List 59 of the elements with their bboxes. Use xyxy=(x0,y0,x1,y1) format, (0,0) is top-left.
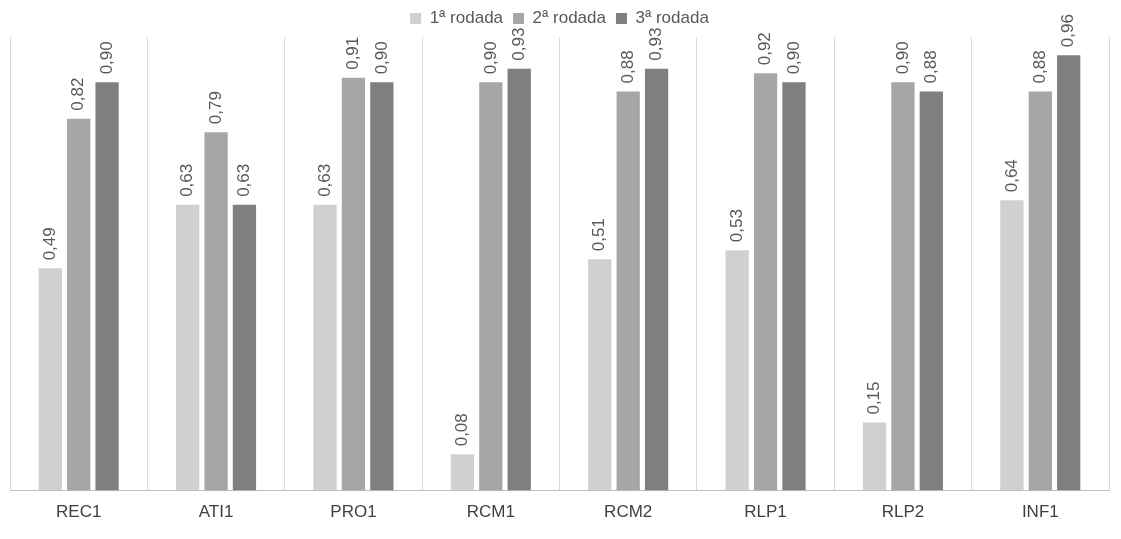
data-label: 0,90 xyxy=(892,41,912,75)
data-label: 0,64 xyxy=(1001,159,1021,193)
data-label: 0,91 xyxy=(343,36,363,70)
data-label: 0,82 xyxy=(68,77,88,111)
data-label: 0,53 xyxy=(726,209,746,243)
data-label: 0,08 xyxy=(452,413,472,447)
data-label: 0,88 xyxy=(617,50,637,84)
data-label: 0,90 xyxy=(480,41,500,75)
x-tick-label: RCM1 xyxy=(466,502,515,522)
legend-label: 3ª rodada xyxy=(635,8,710,28)
x-tick-label: RLP1 xyxy=(744,502,787,522)
data-label: 0,63 xyxy=(177,163,197,197)
x-tick-label: REC1 xyxy=(56,502,102,522)
bar xyxy=(450,454,475,491)
x-tick-label: RLP2 xyxy=(881,502,925,522)
bar xyxy=(176,204,200,491)
bar xyxy=(891,82,915,491)
bar xyxy=(1028,91,1052,491)
data-label: 0,79 xyxy=(205,91,225,125)
bar xyxy=(370,82,394,491)
legend-label: 2ª rodada xyxy=(532,8,607,28)
bar xyxy=(95,82,119,491)
bar xyxy=(725,250,749,491)
data-label: 0,93 xyxy=(646,27,666,61)
data-label: 0,51 xyxy=(589,218,609,252)
bar xyxy=(313,204,337,491)
bar xyxy=(67,118,91,491)
x-tick-label: ATI1 xyxy=(198,502,234,522)
bar xyxy=(1057,55,1081,491)
legend-label: 1ª rodada xyxy=(429,8,504,28)
bar xyxy=(753,73,778,491)
data-label: 0,92 xyxy=(755,32,775,66)
data-label: 0,90 xyxy=(783,41,803,75)
bar xyxy=(644,68,669,491)
data-label: 0,63 xyxy=(314,163,334,197)
data-label: 0,15 xyxy=(864,381,884,415)
data-label: 0,88 xyxy=(1030,50,1049,84)
bar xyxy=(479,82,503,491)
x-tick-label: INF1 xyxy=(1021,502,1059,522)
bar xyxy=(919,91,943,491)
bar xyxy=(341,77,366,491)
bar xyxy=(782,82,806,491)
bar xyxy=(1000,200,1024,491)
data-label: 0,63 xyxy=(234,163,254,197)
bar xyxy=(204,132,228,491)
x-tick-label: PRO1 xyxy=(330,502,377,522)
data-label: 0,49 xyxy=(39,227,59,261)
data-label: 0,90 xyxy=(371,41,391,75)
x-tick-label: RCM2 xyxy=(604,502,653,522)
data-label: 0,96 xyxy=(1058,14,1078,48)
data-label: 0,90 xyxy=(96,41,116,75)
data-label: 0,88 xyxy=(921,50,941,84)
bar xyxy=(588,259,612,491)
bar xyxy=(862,422,887,491)
bar xyxy=(38,268,62,491)
data-label: 0,93 xyxy=(508,27,528,61)
bar xyxy=(232,204,257,491)
bar xyxy=(507,68,531,491)
bar xyxy=(616,91,640,491)
